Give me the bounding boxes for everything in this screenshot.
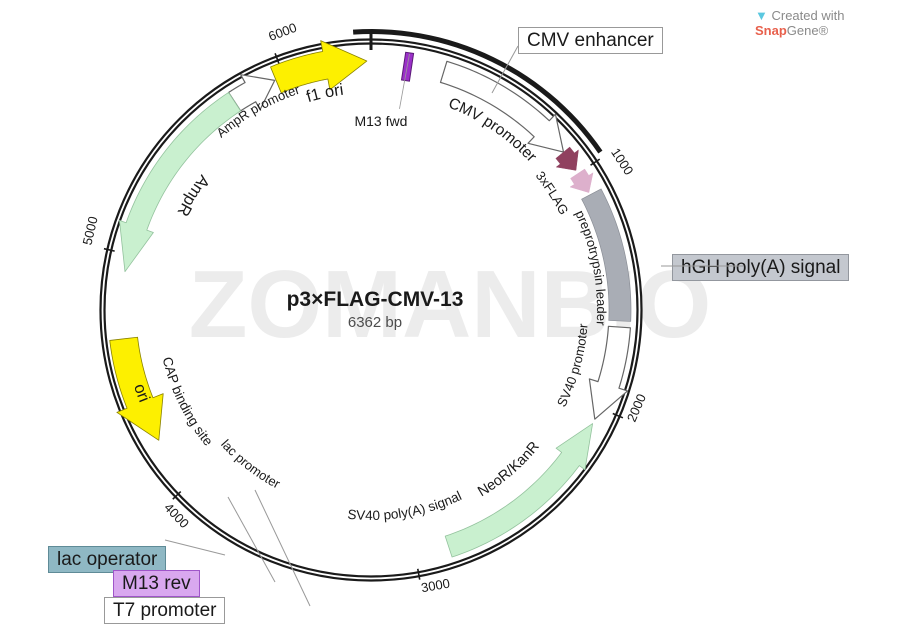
svg-text:5000: 5000 xyxy=(80,215,101,247)
svg-text:CAP binding site: CAP binding site xyxy=(160,355,216,448)
svg-text:lac promoter: lac promoter xyxy=(218,437,283,492)
svg-text:3xFLAG: 3xFLAG xyxy=(533,168,572,217)
svg-text:M13 fwd: M13 fwd xyxy=(354,113,407,129)
svg-text:f1 ori: f1 ori xyxy=(304,81,344,106)
svg-text:1000: 1000 xyxy=(608,145,636,177)
svg-text:SV40 poly(A) signal: SV40 poly(A) signal xyxy=(347,488,464,523)
svg-text:AmpR: AmpR xyxy=(173,172,213,220)
svg-text:6000: 6000 xyxy=(266,20,298,44)
svg-text:3000: 3000 xyxy=(420,575,451,595)
svg-text:SV40 promoter: SV40 promoter xyxy=(554,322,591,409)
